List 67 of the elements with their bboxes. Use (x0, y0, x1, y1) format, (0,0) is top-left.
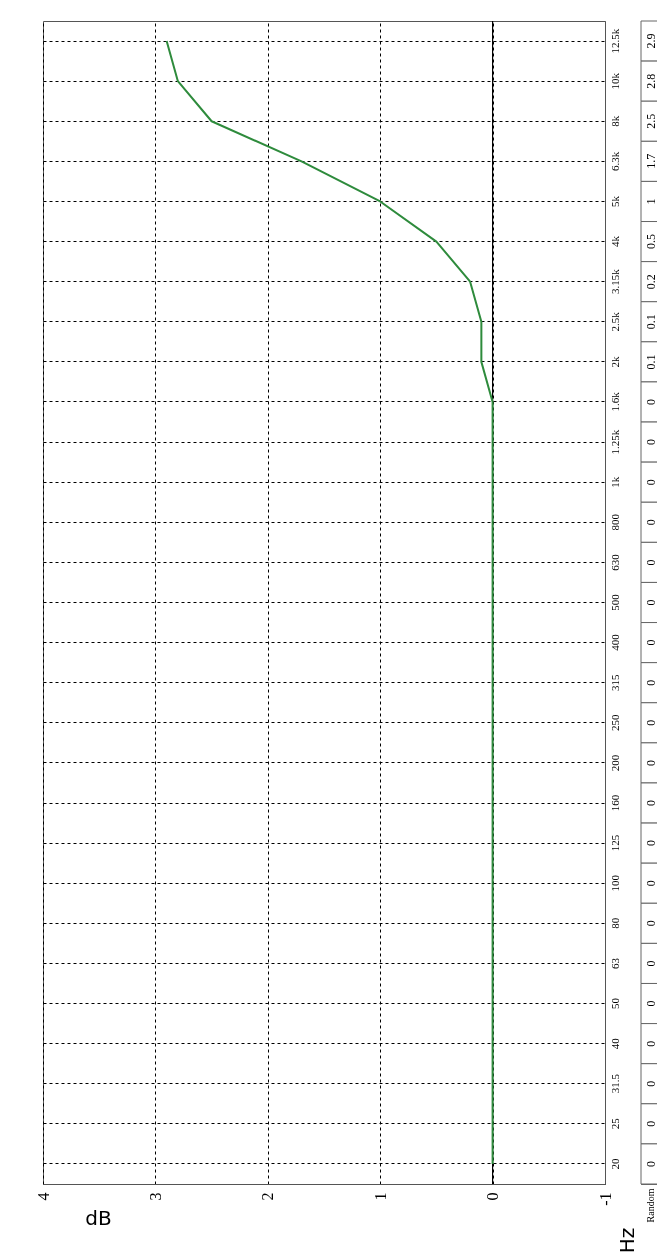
y-tick-label: 20 (608, 1157, 621, 1170)
data-label: 0 (644, 1080, 657, 1087)
data-label: 0.1 (644, 314, 657, 330)
x-tick-label: 2 (259, 1192, 277, 1201)
y-tick-label: 1k (608, 476, 621, 488)
y-tick-label: 400 (608, 633, 621, 651)
y-tick-label: 100 (608, 874, 621, 892)
y-tick-label: 80 (608, 917, 621, 929)
y-tick-label: 6.3k (608, 151, 621, 171)
y-tick-label: 50 (608, 997, 621, 1010)
text: Random (645, 1188, 656, 1223)
y-tick-label: 40 (608, 1037, 621, 1050)
data-label: 0 (644, 880, 657, 887)
data-label: 0 (644, 1000, 657, 1007)
data-label: 0 (644, 1160, 657, 1167)
data-label: 0.5 (644, 234, 657, 250)
data-label: 0 (644, 759, 657, 766)
y-tick-label: 2k (608, 355, 621, 368)
data-label: 2.9 (644, 33, 657, 49)
data-label: 0 (644, 519, 657, 526)
data-label: 0 (644, 1120, 657, 1127)
x-tick-label: 4 (34, 1192, 52, 1201)
y-tick-label: 1.25k (608, 429, 621, 455)
data-label: 0 (644, 599, 657, 606)
data-label: 0 (644, 639, 657, 646)
y-tick-label: 250 (608, 714, 621, 732)
x-tick-label: -1 (596, 1192, 614, 1206)
y-tick-label: 5k (608, 195, 621, 207)
data-label: 0 (644, 960, 657, 967)
y-axis-title: Hz (614, 1227, 639, 1254)
data-label: 0 (644, 719, 657, 726)
data-label: 0.2 (644, 274, 657, 290)
y-tick-label: 8k (608, 115, 621, 127)
data-label: 2.5 (644, 113, 657, 129)
x-tick-label: 3 (146, 1192, 164, 1201)
y-tick-label: 3.15k (608, 268, 621, 295)
x-tick-label: 0 (484, 1192, 502, 1201)
y-tick-label: 25 (608, 1117, 621, 1130)
y-tick-label: 4k (608, 235, 621, 248)
data-label: 0 (644, 439, 657, 446)
y-tick-label: 2.5k (608, 311, 621, 332)
y-tick-label: 500 (608, 593, 621, 611)
data-label: 0 (644, 559, 657, 566)
x-axis-title: dB (85, 1205, 112, 1230)
data-label: 0 (644, 800, 657, 807)
data-label: 0 (644, 479, 657, 486)
data-label: 0 (644, 1040, 657, 1047)
y-tick-label: 800 (608, 513, 621, 531)
data-label: 0 (644, 398, 657, 405)
data-label: 1.7 (644, 153, 657, 169)
data-label: 0 (644, 920, 657, 927)
y-tick-label: 125 (608, 834, 621, 852)
y-tick-label: 200 (608, 754, 621, 772)
y-tick-label: 10k (608, 72, 621, 90)
y-tick-label: 63 (608, 957, 621, 969)
y-tick-label: 315 (608, 673, 621, 691)
data-label: 0.1 (644, 354, 657, 370)
y-tick-label: 630 (608, 553, 621, 571)
data-label: 0 (644, 840, 657, 847)
x-tick-label: 1 (371, 1192, 389, 1201)
y-tick-label: 12.5k (608, 28, 621, 54)
y-tick-label: 31.5 (608, 1073, 621, 1094)
data-label: 0 (644, 679, 657, 686)
data-label: 1 (644, 198, 657, 205)
data-label: 2.8 (644, 73, 657, 89)
y-tick-label: 1.6k (608, 391, 621, 412)
y-tick-label: 160 (608, 794, 621, 812)
